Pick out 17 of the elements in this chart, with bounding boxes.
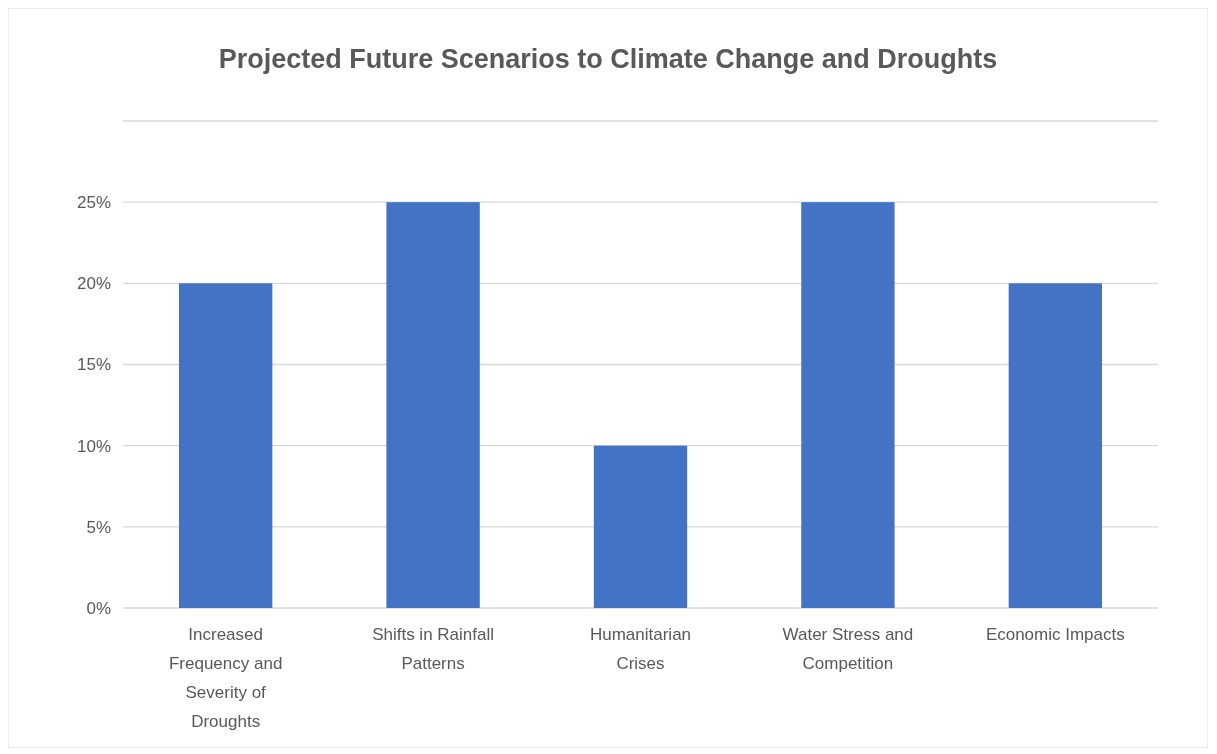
bar — [1008, 283, 1102, 608]
y-tick-label: 0% — [86, 598, 111, 618]
y-tick-label: 25% — [76, 193, 111, 213]
x-tick-label: Water Stress and Competition — [782, 625, 914, 673]
bar — [593, 445, 688, 608]
bar — [801, 202, 895, 608]
bar — [179, 283, 273, 608]
bar — [386, 202, 480, 608]
y-tick-label: 15% — [76, 355, 111, 375]
x-tick-label: Humanitarian Crises — [589, 625, 692, 673]
y-tick-label: 10% — [76, 436, 111, 456]
x-tick-label: Increased Frequency and Severity of Droughts — [168, 625, 283, 731]
y-tick-label: 5% — [86, 517, 111, 537]
x-tick-label: Economic Impacts — [985, 625, 1125, 644]
y-tick-label: 20% — [76, 274, 111, 294]
x-tick-label: Shifts in Rainfall Patterns — [372, 625, 495, 673]
chart-title: Projected Future Scenarios to Climate Change and Droughts — [218, 44, 998, 74]
